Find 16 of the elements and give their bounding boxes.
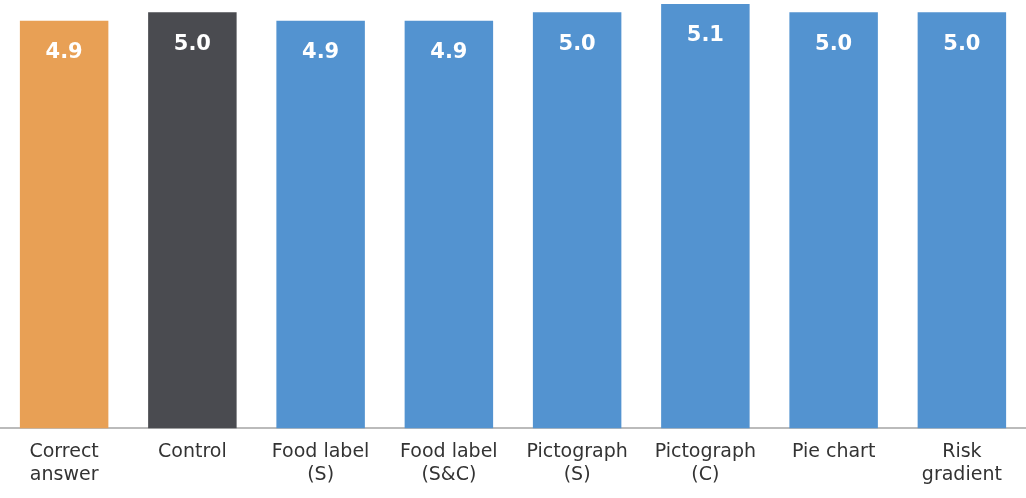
x-tick-label: Pictograph (S) — [526, 438, 628, 484]
x-tick-label: Risk gradient — [921, 438, 1002, 484]
data-label: 5.0 — [815, 30, 853, 55]
x-tick-label: Pictograph (C) — [654, 438, 757, 484]
x-tick-label: Pie chart — [791, 438, 876, 461]
data-label: 4.9 — [302, 39, 340, 64]
data-label: 5.0 — [943, 30, 981, 55]
x-tick-label: Food label (S&C) — [400, 438, 498, 484]
x-tick-label: Food label (S) — [271, 438, 370, 484]
x-tick-label: Control — [158, 438, 227, 461]
data-label: 4.9 — [430, 39, 468, 64]
data-label: 5.1 — [686, 22, 724, 47]
data-label: 4.9 — [45, 39, 83, 64]
data-label: 5.0 — [558, 30, 596, 55]
data-label: 5.0 — [173, 30, 211, 55]
x-tick-label: Correct answer — [29, 438, 99, 484]
